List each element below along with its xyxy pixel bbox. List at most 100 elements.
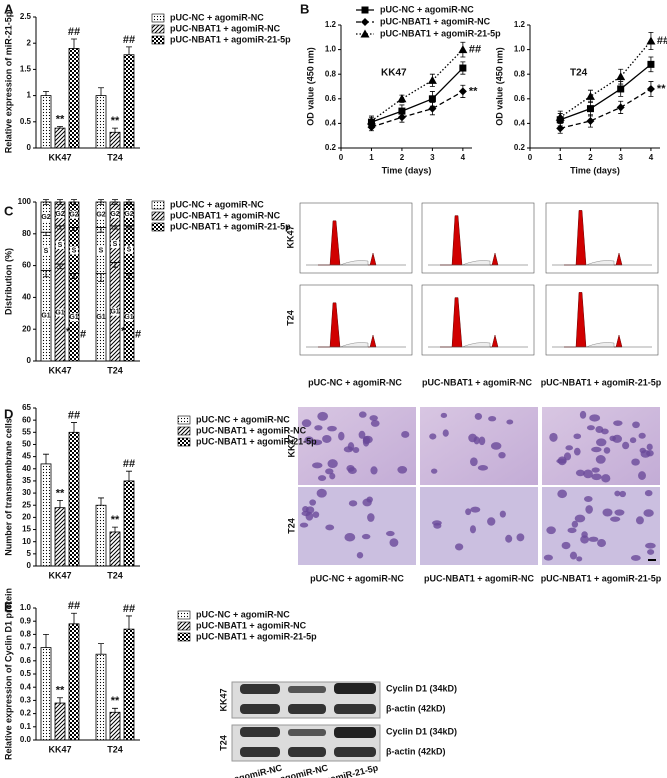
error-bar [98,199,104,205]
cell [338,431,345,441]
cell [343,446,354,453]
significance: ## [123,34,135,46]
cell [622,441,630,450]
legend-label: pUC-NBAT1 + agomiR-NC [196,425,307,435]
cell [546,526,556,535]
row-label: T24 [286,518,296,534]
microscope-image [298,487,416,565]
marker [586,105,594,113]
chart-title: KK47 [381,68,407,79]
panel-label: C [4,203,14,218]
band-label: β-actin (42kD) [386,746,446,756]
segment-label: G2 [41,214,50,221]
segment-label: S [113,241,118,248]
y-axis-label: OD value (450 nm) [305,47,315,126]
label-bg [70,210,78,219]
bar [109,131,121,149]
cell [579,410,587,419]
y-tick-label: 20 [22,512,31,521]
label-bg [111,307,119,316]
legend-label: pUC-NBAT1 + agomiR-21-5p [196,631,317,641]
significance: # [80,329,86,341]
marker [647,60,655,68]
cell [597,539,606,548]
row-label: KK47 [218,688,228,711]
marker [555,112,565,121]
cell [470,457,478,467]
microscope-image [542,487,660,565]
cell [498,451,506,459]
column-label: pUC-NBAT1 + agomiR-NC [424,573,535,583]
cell [591,473,602,481]
error-bar [112,707,118,713]
bar [123,480,135,567]
cell [325,524,335,531]
cell [543,554,553,561]
y-axis-label: OD value (450 nm) [494,47,504,126]
x-tick-label: T24 [107,365,123,375]
s-phase [461,260,491,266]
row-label: T24 [285,310,295,326]
bar [54,127,66,149]
y-tick-label: 0 [27,561,32,570]
label-bg [42,213,50,222]
cell [442,429,449,437]
bar [54,507,66,567]
cell [569,551,578,560]
cell [468,433,477,443]
cell [585,505,593,514]
cell [601,428,609,435]
y-tick-label: 0.4 [20,682,32,691]
cell [506,419,514,425]
y-tick-label: 1.0 [20,603,32,612]
legend-swatch [151,222,165,232]
cell [327,459,338,469]
bar [54,702,66,741]
cell [389,538,399,547]
panel-label: B [300,1,309,16]
x-tick-label: T24 [107,570,123,580]
label-bg [56,209,64,218]
y-tick-label: 15 [22,525,31,534]
segment-label: G1 [96,314,105,321]
marker [398,107,406,115]
cell [440,412,448,419]
label-bg [56,240,64,249]
marker [360,29,370,38]
cell [311,439,323,446]
cell [516,533,525,542]
x-tick-label: T24 [107,744,123,754]
cell [575,469,585,477]
line [560,63,652,121]
significance: ** [56,113,65,125]
marker [646,36,656,45]
y-tick-label: 10 [22,537,31,546]
label-bg [97,313,105,322]
row-label: KK47 [286,434,296,457]
y-tick-label: 65 [22,403,31,412]
y-tick-label: 20 [22,324,31,333]
y-tick-label: 0.4 [514,119,526,128]
cell [573,433,582,440]
cell [589,414,601,422]
bar [95,95,107,149]
significance: ## [657,35,667,47]
error-bar [43,453,49,464]
cell [325,468,334,475]
s-phase [339,260,369,266]
x-tick-label: 0 [528,153,533,162]
column-label: pUC-NC + agomiR-NC [310,573,404,583]
segment-label: G1 [69,314,78,321]
cell [430,468,438,474]
marker [646,84,655,93]
significance: ** [657,83,666,95]
bar [40,647,52,741]
y-tick-label: 0.2 [325,143,337,152]
segment-label: S [58,242,63,249]
y-tick-label: 0.8 [20,630,32,639]
cell [614,509,625,516]
y-tick-label: 0.6 [20,656,32,665]
y-tick-label: 2.5 [20,12,32,21]
legend-swatch [177,632,191,642]
western-blot: KK47 T24 Cyclin D1 (34kD) β-actin (42kD)… [190,681,457,778]
